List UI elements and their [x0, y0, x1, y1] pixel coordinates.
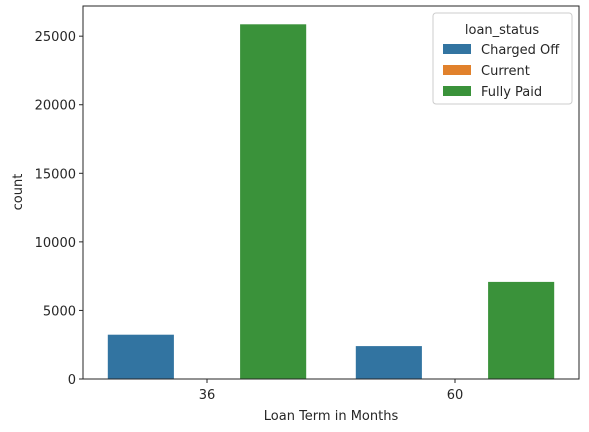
legend-entry-label: Current — [481, 64, 530, 79]
y-axis-label: count — [11, 174, 26, 211]
x-tick-label: 36 — [199, 388, 216, 403]
legend-swatch — [443, 65, 471, 75]
legend-title: loan_status — [465, 23, 539, 38]
y-axis-ticks: 0 5000 10000 15000 20000 25000 — [35, 30, 83, 388]
legend-entry-label: Fully Paid — [481, 85, 542, 100]
y-tick-label: 5000 — [43, 304, 76, 319]
legend-box — [432, 12, 573, 105]
legend-entry-label: Charged Off — [481, 43, 560, 58]
y-tick-label: 15000 — [35, 167, 76, 182]
bar-charged-off-36 — [107, 334, 174, 379]
bar-fully-paid-60 — [488, 281, 555, 379]
y-tick-label: 25000 — [35, 30, 76, 45]
y-tick-label: 0 — [68, 373, 76, 388]
y-tick-label: 20000 — [35, 99, 76, 114]
bars-group — [107, 24, 555, 380]
x-axis-ticks: 36 60 — [199, 379, 464, 403]
legend-swatch — [443, 86, 471, 96]
bar-fully-paid-36 — [240, 24, 307, 380]
legend-items: Charged Off Current Fully Paid — [443, 43, 560, 100]
x-axis-label: Loan Term in Months — [264, 409, 399, 424]
y-tick-label: 10000 — [35, 236, 76, 251]
bar-charged-off-60 — [355, 346, 422, 379]
legend: loan_status Charged Off Current Fully Paid — [432, 12, 573, 105]
plot-frame — [82, 5, 580, 380]
x-tick-label: 60 — [447, 388, 464, 403]
legend-swatch — [443, 44, 471, 54]
